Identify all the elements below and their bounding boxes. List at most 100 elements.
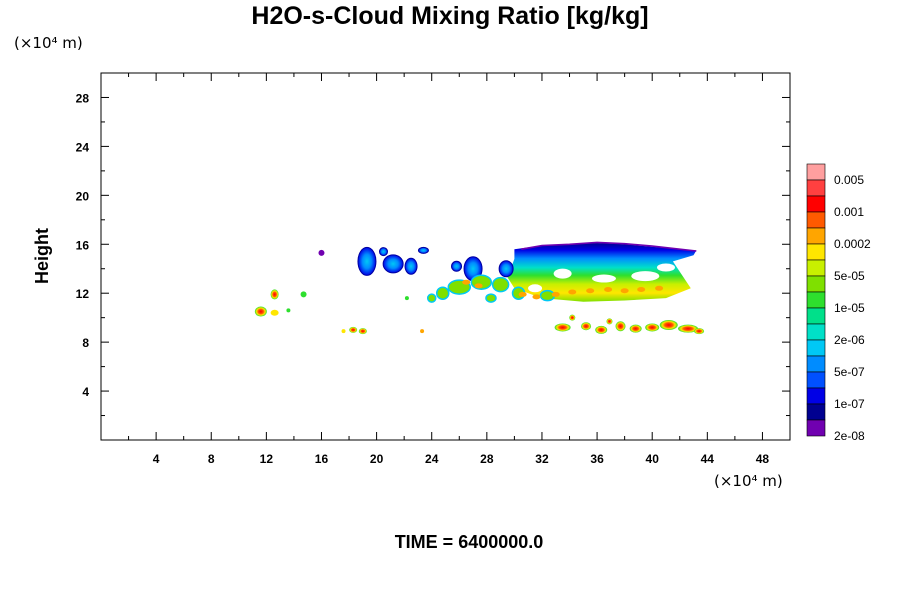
speckle (586, 288, 595, 294)
low-hot-blob (615, 321, 626, 332)
colorbar-label: 5e-07 (834, 365, 865, 379)
y-tick-label: 24 (76, 140, 90, 154)
colorbar-label: 2e-08 (834, 429, 865, 443)
low-hot-blob (629, 324, 642, 333)
scattered-cell (358, 328, 367, 335)
colorbar-swatch (806, 339, 826, 357)
speckle (637, 287, 646, 293)
colorbar-label: 5e-05 (834, 269, 865, 283)
mid-cell (435, 286, 450, 300)
anvil-blob (498, 260, 514, 278)
colorbar-swatch (806, 179, 826, 197)
speckle (518, 291, 527, 297)
scattered-cell (349, 326, 358, 333)
x-unit-label: (×10⁴ m) (714, 472, 783, 490)
low-hot-blob (595, 325, 608, 334)
y-unit-label: (×10⁴ m) (14, 34, 83, 52)
y-tick-label: 8 (82, 336, 89, 350)
low-hot-blob (678, 324, 699, 333)
colorbar-swatch (806, 275, 826, 293)
speckle (462, 279, 471, 285)
colorbar-label: 1e-05 (834, 301, 865, 315)
chart-title: H2O-s-Cloud Mixing Ratio [kg/kg] (251, 2, 649, 30)
speckle (655, 285, 664, 291)
colorbar-label: 0.0002 (834, 237, 871, 251)
mixing-ratio-field (254, 241, 705, 335)
colorbar-swatch (806, 323, 826, 341)
scattered-cell (300, 291, 307, 298)
x-tick-label: 44 (701, 452, 715, 466)
low-hot-blob (581, 322, 592, 331)
y-tick-label: 16 (76, 238, 90, 252)
x-tick-label: 48 (756, 452, 770, 466)
scattered-cell (318, 249, 325, 256)
y-tick-label: 20 (76, 189, 90, 203)
anvil-gap (528, 284, 543, 293)
x-tick-label: 40 (646, 452, 660, 466)
mid-cell (485, 293, 497, 303)
colorbar-swatch (806, 227, 826, 245)
x-tick-label: 8 (208, 452, 215, 466)
anvil-blob (404, 257, 418, 275)
colorbar: 0.005 0.001 0.0002 5e-05 1e-05 2e-06 5e-07 1e-0… (806, 163, 871, 443)
colorbar-swatch (806, 163, 826, 181)
x-tick-label: 12 (260, 452, 274, 466)
x-tick-label: 36 (590, 452, 604, 466)
anvil-blob (451, 260, 463, 272)
x-tick-label: 28 (480, 452, 494, 466)
anvil-gap (656, 263, 675, 272)
y-tick-label: 12 (76, 287, 90, 301)
scattered-cell (420, 329, 425, 334)
colorbar-swatch (806, 403, 826, 421)
anvil-blob (382, 254, 404, 274)
colorbar-swatch (806, 371, 826, 389)
colorbar-swatch (806, 419, 826, 437)
scattered-cell (286, 308, 291, 313)
y-tick-label: 4 (82, 385, 89, 399)
x-tick-label: 4 (153, 452, 160, 466)
low-hot-blob (569, 314, 576, 321)
low-hot-blob (554, 323, 571, 332)
low-hot-blob (645, 323, 660, 332)
speckle (620, 288, 629, 294)
colorbar-swatch (806, 259, 826, 277)
x-tick-label: 24 (425, 452, 439, 466)
plot-frame (100, 72, 791, 441)
anvil-main (507, 243, 697, 302)
scattered-cell (404, 296, 409, 301)
mid-cell (426, 293, 437, 303)
colorbar-swatch (806, 211, 826, 229)
scattered-cell (270, 289, 279, 300)
low-hot-blob (606, 318, 613, 325)
x-tick-label: 32 (535, 452, 549, 466)
colorbar-swatch (806, 291, 826, 309)
scattered-cell (341, 329, 346, 334)
x-tick-label: 16 (315, 452, 329, 466)
low-hot-blob (659, 320, 678, 331)
x-tick-label: 20 (370, 452, 384, 466)
anvil-gap (553, 268, 572, 279)
mid-cell (491, 276, 510, 293)
low-hot-blob (694, 328, 705, 335)
colorbar-swatch (806, 387, 826, 405)
scattered-cell (270, 309, 279, 316)
colorbar-swatch (806, 307, 826, 325)
colorbar-label: 0.001 (834, 205, 864, 219)
y-axis-label: Height (32, 228, 52, 284)
time-label: TIME = 6400000.0 (394, 532, 544, 552)
colorbar-label: 0.005 (834, 173, 864, 187)
speckle (551, 291, 560, 297)
anvil-top-edge (521, 241, 697, 252)
scattered-cell (254, 306, 267, 317)
speckle (604, 287, 613, 293)
colorbar-swatch (806, 195, 826, 213)
anvil-gap (591, 274, 616, 283)
anvil-blob (378, 247, 388, 257)
speckle (474, 283, 483, 289)
anvil-gap (631, 271, 660, 282)
colorbar-label: 1e-07 (834, 397, 865, 411)
colorbar-label: 2e-06 (834, 333, 865, 347)
speckle (568, 289, 577, 295)
